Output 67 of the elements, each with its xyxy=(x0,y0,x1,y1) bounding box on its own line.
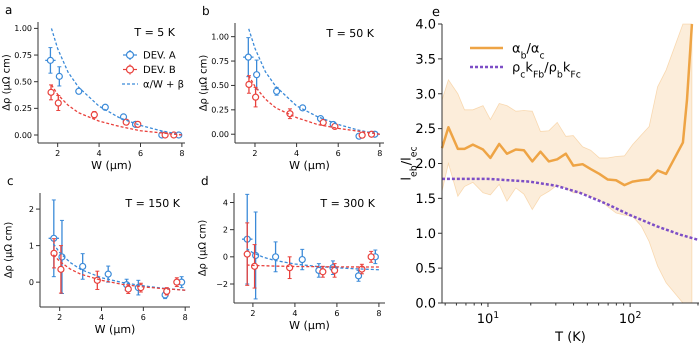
y-tick-label: 0.50 xyxy=(211,81,229,90)
x-tick-label: 6 xyxy=(336,149,341,158)
x-tick-label: 4 xyxy=(294,149,300,158)
y-axis-title: Δρ (μΩ cm) xyxy=(198,220,208,276)
x-tick-label: 2 xyxy=(57,313,62,322)
y-tick-label: 0.00 xyxy=(211,130,229,140)
y-tick-label: 2.0 xyxy=(415,157,436,172)
y-tick-label: 1 xyxy=(28,241,34,250)
x-tick-label: 8 xyxy=(376,309,382,318)
y-axis-title: Δρ (μΩ cm) xyxy=(198,54,210,112)
x-axis-title: W (μm) xyxy=(289,319,330,332)
x-tick-label: 6 xyxy=(138,149,144,158)
legend-label: DEV. A xyxy=(143,50,176,62)
legend-label: DEV. B xyxy=(143,65,176,76)
chart-title: a xyxy=(5,3,12,17)
x-axis-title: W (μm) xyxy=(289,159,330,172)
y-tick-label: 0.25 xyxy=(14,104,32,114)
y-tick-label: 0 xyxy=(222,252,228,262)
x-axis-title: W (μm) xyxy=(94,323,136,336)
y-tick-label: 0.5 xyxy=(415,262,436,277)
y-tick-label: 3.5 xyxy=(415,52,436,68)
x-tick-label: 6 xyxy=(140,313,146,322)
x-tick-label: 4 xyxy=(98,313,104,322)
y-tick-label: 0 xyxy=(28,278,34,287)
x-tick-label: 8 xyxy=(182,313,188,322)
legend-label: α/W + β xyxy=(143,80,184,90)
y-tick-label: 1.0 xyxy=(415,226,436,242)
x-axis-title: T (K) xyxy=(554,330,586,345)
x-tick-label: 2 xyxy=(55,149,60,158)
legend-label: ρ$_{c}$k$_{Fb}$/ρ$_{b}$k$_{Fc}$ xyxy=(512,60,581,80)
y-tick-label: 3.0 xyxy=(415,87,436,102)
y-tick-label: 2 xyxy=(222,225,228,234)
chart-title: e xyxy=(432,5,440,20)
y-tick-label: 1.00 xyxy=(211,32,229,42)
annotation: T = 5 K xyxy=(133,26,176,39)
x-tick-label: 2 xyxy=(252,149,258,158)
y-tick-label: 0.25 xyxy=(211,106,229,115)
y-tick-label: 0.00 xyxy=(14,130,32,140)
y-tick-label: 2.5 xyxy=(415,122,436,138)
x-tick-label: 6 xyxy=(334,309,340,318)
y-tick-label: 4 xyxy=(222,198,228,208)
y-tick-label: 0.75 xyxy=(14,50,32,60)
x-tick-label: 2 xyxy=(250,309,256,318)
y-axis-title: Δρ (μΩ cm) xyxy=(2,54,12,111)
y-tick-label: 0.50 xyxy=(14,78,32,86)
x-tick-label: 10$^{2}$ xyxy=(618,310,642,327)
y-tick-label: 0.0 xyxy=(415,296,436,312)
y-axis-title: Δρ (μΩ cm) xyxy=(4,222,14,278)
y-tick-label: 1.00 xyxy=(14,24,32,34)
x-tick-label: 10$^{1}$ xyxy=(476,310,500,327)
chart-title: c xyxy=(7,174,14,188)
x-tick-label: 4 xyxy=(96,149,102,158)
annotation: T = 300 K xyxy=(319,197,376,210)
y-tick-label: 4.0 xyxy=(415,18,436,33)
y-tick-label: 1.5 xyxy=(415,192,436,207)
chart-title: b xyxy=(202,4,210,18)
x-tick-label: 8 xyxy=(377,149,382,158)
y-tick-label: 2 xyxy=(28,204,34,214)
y-tick-label: −2 xyxy=(216,280,228,289)
x-tick-label: 8 xyxy=(179,149,184,158)
legend-label: α$_{b}$/α$_{c}$ xyxy=(512,42,545,62)
chart-title: d xyxy=(201,174,209,188)
x-tick-label: 4 xyxy=(292,309,298,318)
y-tick-label: 0.75 xyxy=(211,56,229,66)
annotation: T = 150 K xyxy=(124,197,181,210)
x-axis-title: W (μm) xyxy=(91,159,132,172)
annotation: T = 50 K xyxy=(325,27,375,40)
